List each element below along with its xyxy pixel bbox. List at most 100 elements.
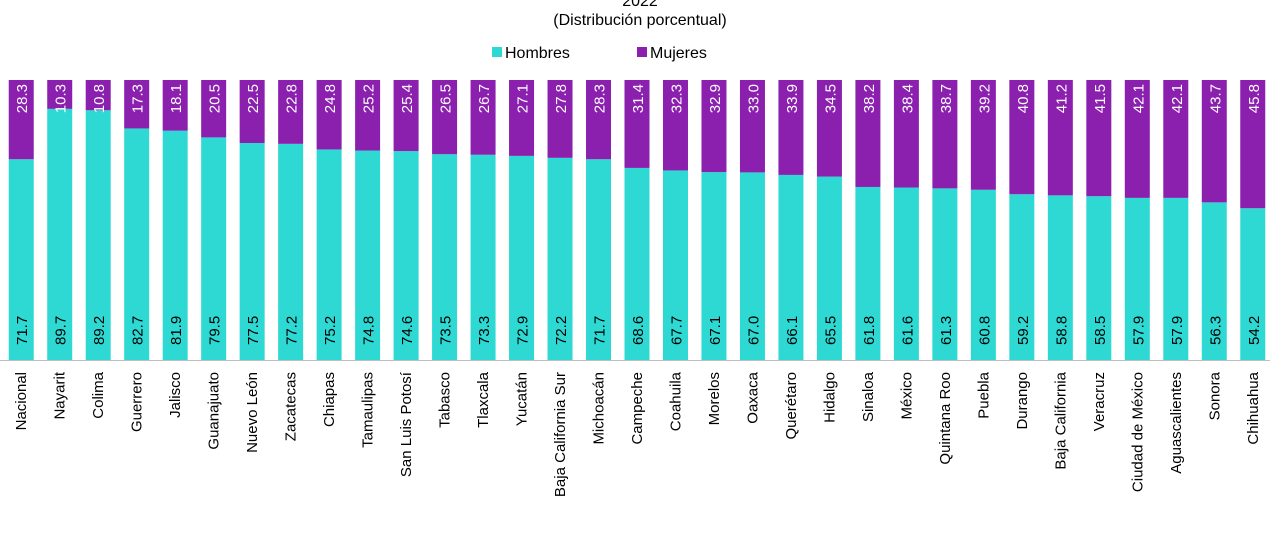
bar-segment bbox=[278, 80, 304, 144]
bar-segment bbox=[201, 80, 227, 138]
data-label: 59.2 bbox=[1015, 316, 1032, 345]
data-label: 74.8 bbox=[361, 316, 378, 345]
data-label: 72.2 bbox=[553, 316, 570, 345]
data-label: 41.2 bbox=[1053, 84, 1070, 113]
bar-segment bbox=[586, 80, 612, 160]
bar-segment bbox=[1009, 194, 1035, 360]
x-tick-label: Quintana Roo bbox=[937, 372, 954, 465]
x-tick-label: Tamaulipas bbox=[360, 372, 377, 448]
bar-segment bbox=[1240, 208, 1266, 360]
bar-segment bbox=[1201, 202, 1227, 360]
data-label: 56.3 bbox=[1207, 316, 1224, 345]
bar-segment bbox=[470, 154, 496, 360]
bar-segment bbox=[739, 80, 765, 173]
data-label: 27.1 bbox=[515, 84, 532, 113]
bar-segment bbox=[47, 108, 73, 360]
x-tick-label: Chiapas bbox=[321, 372, 338, 427]
data-label: 28.3 bbox=[592, 84, 609, 113]
data-label: 24.8 bbox=[322, 84, 339, 113]
bar-segment bbox=[355, 150, 381, 360]
data-label: 38.7 bbox=[938, 84, 955, 113]
bar-segment bbox=[547, 80, 573, 158]
data-label: 40.8 bbox=[1015, 84, 1032, 113]
data-label: 57.9 bbox=[1130, 316, 1147, 345]
x-tick-label: Tlaxcala bbox=[475, 371, 492, 428]
data-label: 71.7 bbox=[592, 316, 609, 345]
data-label: 26.7 bbox=[476, 84, 493, 113]
data-label: 42.1 bbox=[1169, 84, 1186, 113]
data-label: 10.8 bbox=[91, 84, 108, 113]
legend-label: Mujeres bbox=[650, 45, 707, 62]
bar-segment bbox=[1240, 80, 1266, 209]
x-tick-label: Morelos bbox=[706, 372, 723, 425]
bar-segment bbox=[624, 80, 650, 168]
bar-segment bbox=[316, 80, 342, 150]
data-label: 10.3 bbox=[53, 84, 70, 113]
data-label: 73.5 bbox=[438, 316, 455, 345]
x-tick-label: Aguascalientes bbox=[1168, 372, 1185, 474]
bar-segment bbox=[932, 188, 958, 360]
data-label: 60.8 bbox=[976, 316, 993, 345]
data-label: 61.6 bbox=[899, 316, 916, 345]
data-label: 58.8 bbox=[1053, 316, 1070, 345]
bar-segment bbox=[278, 143, 304, 360]
data-label: 34.5 bbox=[822, 84, 839, 113]
bar-segment bbox=[8, 80, 34, 160]
x-tick-label: Puebla bbox=[975, 371, 992, 418]
data-label: 66.1 bbox=[784, 316, 801, 345]
data-label: 18.1 bbox=[168, 84, 185, 113]
bar-segment bbox=[47, 80, 73, 109]
bar-segment bbox=[1047, 195, 1073, 360]
data-label: 25.2 bbox=[361, 84, 378, 113]
chart-title: 2022 bbox=[622, 0, 658, 10]
bar-segment bbox=[970, 80, 996, 190]
bar-segment bbox=[624, 167, 650, 360]
data-label: 26.5 bbox=[438, 84, 455, 113]
data-label: 61.8 bbox=[861, 316, 878, 345]
bar-segment bbox=[1047, 80, 1073, 196]
bar-segment bbox=[201, 137, 227, 360]
bar-segment bbox=[662, 170, 688, 360]
data-label: 42.1 bbox=[1130, 84, 1147, 113]
bar-segment bbox=[393, 151, 419, 360]
bar-segment bbox=[162, 80, 188, 131]
bar-segment bbox=[855, 186, 881, 360]
x-tick-label: Coahuila bbox=[667, 371, 684, 431]
bar-segment bbox=[239, 80, 265, 143]
data-label: 61.3 bbox=[938, 316, 955, 345]
bar-segment bbox=[316, 149, 342, 360]
bar-segment bbox=[509, 155, 535, 360]
bar-segment bbox=[893, 187, 919, 360]
bar-segment bbox=[8, 159, 34, 360]
bar-segment bbox=[355, 80, 381, 151]
bar-segment bbox=[1124, 80, 1150, 198]
bar-segment bbox=[701, 172, 727, 360]
data-label: 81.9 bbox=[168, 316, 185, 345]
data-label: 22.5 bbox=[245, 84, 262, 113]
bar-segment bbox=[85, 110, 111, 361]
data-label: 20.5 bbox=[207, 84, 224, 113]
x-tick-label: Guerrero bbox=[129, 372, 146, 432]
bar-segment bbox=[85, 80, 111, 111]
data-label: 17.3 bbox=[130, 84, 147, 113]
data-label: 33.9 bbox=[784, 84, 801, 113]
x-tick-label: Durango bbox=[1014, 372, 1031, 430]
data-label: 58.5 bbox=[1092, 316, 1109, 345]
x-tick-label: Nayarit bbox=[52, 371, 69, 419]
bar-segment bbox=[124, 80, 150, 129]
data-label: 43.7 bbox=[1207, 84, 1224, 113]
bar-segment bbox=[1086, 80, 1112, 197]
x-tick-label: San Luis Potosí bbox=[398, 371, 415, 477]
bar-segment bbox=[893, 80, 919, 188]
data-label: 67.0 bbox=[745, 316, 762, 345]
x-tick-label: Veracruz bbox=[1091, 372, 1108, 431]
bar-segment bbox=[816, 80, 842, 177]
x-tick-label: Baja California bbox=[1052, 371, 1069, 469]
data-label: 22.8 bbox=[284, 84, 301, 113]
data-label: 57.9 bbox=[1169, 316, 1186, 345]
bar-segment bbox=[1163, 80, 1189, 198]
data-label: 68.6 bbox=[630, 316, 647, 345]
bar-segment bbox=[470, 80, 496, 155]
x-tick-label: Nuevo León bbox=[244, 372, 261, 453]
